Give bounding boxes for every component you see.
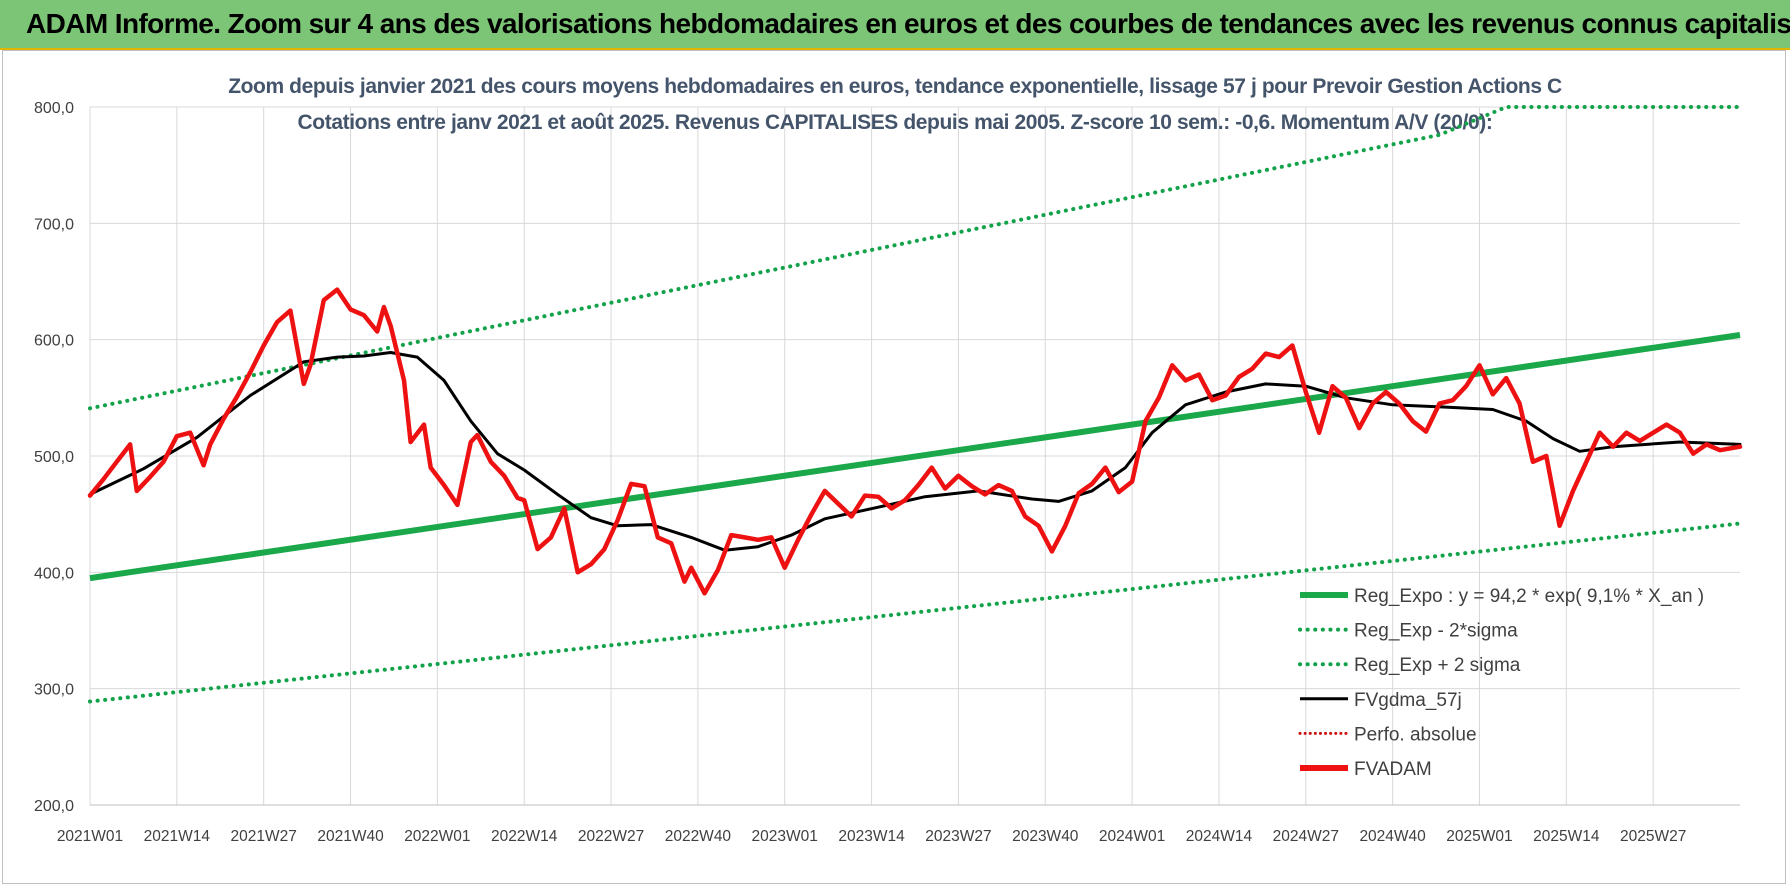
x-tick-label: 2024W40 [1359,828,1426,845]
y-tick-label: 800,0 [34,100,74,117]
x-tick-label: 2024W14 [1186,828,1253,845]
report-title: ADAM Informe. Zoom sur 4 ans des valoris… [26,8,1790,39]
x-tick-label: 2025W27 [1620,828,1686,845]
x-tick-label: 2022W01 [404,828,470,845]
y-tick-label: 500,0 [34,449,74,466]
series-lines [87,105,1743,704]
x-tick-label: 2024W27 [1273,828,1339,845]
y-tick-label: 300,0 [34,682,74,699]
x-tick-label: 2023W14 [838,828,905,845]
y-tick-label: 400,0 [34,565,74,582]
chart-title-line-1: Zoom depuis janvier 2021 des cours moyen… [228,75,1562,98]
x-tick-label: 2022W14 [491,828,558,845]
x-tick-label: 2021W14 [144,828,211,845]
x-tick-label: 2024W01 [1099,828,1165,845]
x-tick-label: 2023W40 [1012,828,1079,845]
legend-label: Reg_Exp - 2*sigma [1354,621,1518,642]
y-tick-label: 600,0 [34,333,74,350]
reg-exp-plus-2sigma-line [88,105,1742,411]
legend: Reg_Expo : y = 94,2 * exp( 9,1% * X_an )… [1298,586,1704,780]
x-tick-label: 2022W40 [665,828,732,845]
x-tick-label: 2021W01 [57,828,123,845]
x-axis-ticks: 2021W01 2021W14 2021W27 2021W40 2022W01 2022W… [57,828,1687,845]
legend-label: Reg_Exp + 2 sigma [1354,655,1521,676]
x-tick-label: 2023W01 [752,828,818,845]
x-tick-label: 2021W27 [231,828,297,845]
reg-exp-minus-2sigma-line [88,521,1742,704]
chart-frame [2,50,1786,884]
reg-expo-line [89,332,1741,582]
fvadam-line [87,287,1743,596]
x-tick-label: 2025W14 [1533,828,1600,845]
x-tick-label: 2022W27 [578,828,644,845]
legend-label: FVgdma_57j [1354,690,1462,711]
y-tick-label: 200,0 [34,798,74,815]
title-banner: ADAM Informe. Zoom sur 4 ans des valoris… [0,0,1790,50]
chart-title-line-2: Cotations entre janv 2021 et août 2025. … [298,111,1493,134]
legend-label: Reg_Expo : y = 94,2 * exp( 9,1% * X_an ) [1354,586,1704,607]
legend-label: FVADAM [1354,759,1432,780]
y-tick-label: 700,0 [34,216,74,233]
x-tick-label: 2025W01 [1446,828,1512,845]
x-tick-label: 2021W40 [317,828,384,845]
y-axis-ticks: 200,0 300,0 400,0 500,0 600,0 700,0 800,0 [34,100,74,815]
legend-label: Perfo. absolue [1354,724,1477,745]
x-tick-label: 2023W27 [925,828,991,845]
fvgdma-57j-line [88,351,1742,552]
